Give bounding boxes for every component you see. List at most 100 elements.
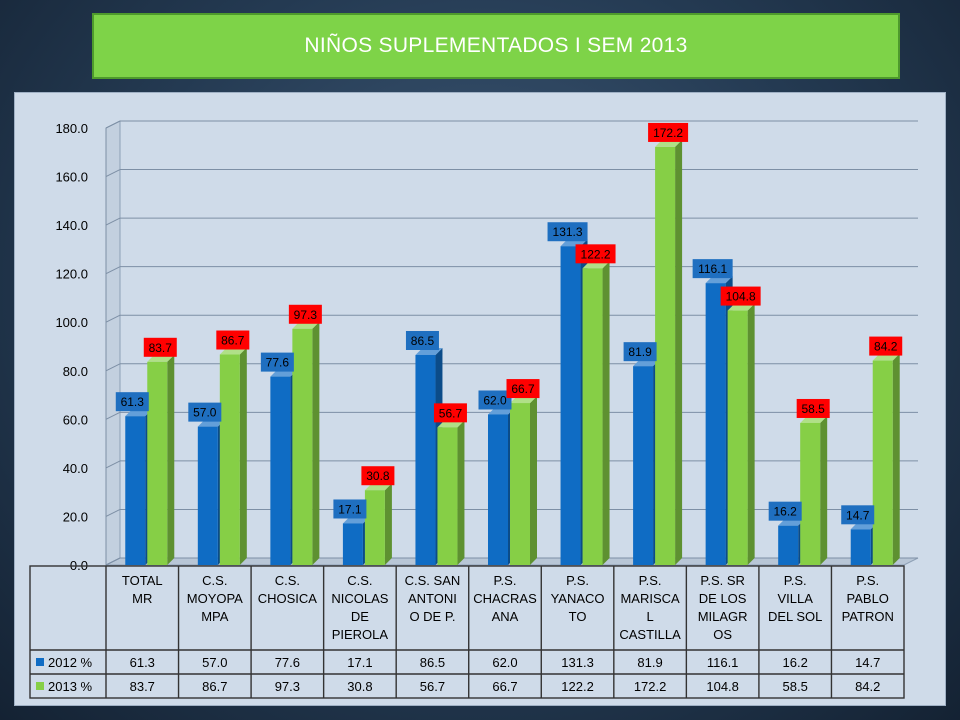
data-label-box-0 xyxy=(841,505,875,525)
data-label-1: 104.8 xyxy=(726,290,756,304)
bar-1 xyxy=(364,490,385,565)
data-label-box-0 xyxy=(623,342,657,362)
bar-side-1 xyxy=(312,321,320,565)
data-label-box-1 xyxy=(648,122,689,142)
chart-side-wall xyxy=(105,120,121,566)
bar-0 xyxy=(415,354,436,565)
bar-side-1 xyxy=(384,483,392,565)
bar-1 xyxy=(437,427,458,565)
gridline-slant xyxy=(105,120,121,129)
chart-title: NIÑOS SUPLEMENTADOS I SEM 2013 xyxy=(304,34,688,57)
bar-0 xyxy=(197,426,218,565)
x-category-label: DE LOS xyxy=(699,591,747,606)
data-label-box-1 xyxy=(433,403,467,423)
data-label-box-1 xyxy=(288,304,322,324)
y-tick-label: 80.0 xyxy=(63,364,88,379)
x-category-label: PATRON xyxy=(842,609,894,624)
gridline-slant xyxy=(105,169,121,178)
data-label-0: 16.2 xyxy=(774,505,798,519)
x-category-label: PIEROLA xyxy=(332,627,389,642)
data-label-1: 58.5 xyxy=(802,402,826,416)
data-label-box-1 xyxy=(869,336,903,356)
x-category-label: OS xyxy=(713,627,732,642)
x-category-label: C.S. xyxy=(275,573,300,588)
data-label-1: 30.8 xyxy=(366,469,390,483)
y-tick-label: 20.0 xyxy=(63,509,88,524)
bar-0 xyxy=(705,283,726,565)
data-label-0: 81.9 xyxy=(628,345,652,359)
data-label-box-1 xyxy=(361,466,395,486)
table-value-0: 61.3 xyxy=(130,655,155,670)
table-value-1: 122.2 xyxy=(561,679,594,694)
data-label-1: 66.7 xyxy=(511,382,535,396)
x-category-label: P.S. xyxy=(566,573,589,588)
y-tick-label: 180.0 xyxy=(55,121,88,136)
x-category-label: ANTONI xyxy=(408,591,457,606)
x-category-label: MPA xyxy=(201,609,229,624)
table-value-0: 77.6 xyxy=(275,655,300,670)
x-category-label: TOTAL xyxy=(122,573,163,588)
data-label-box-0 xyxy=(333,499,367,519)
x-category-label: MARISCA xyxy=(620,591,680,606)
bar-1 xyxy=(292,328,313,565)
bar-0 xyxy=(778,525,799,565)
x-category-label: CASTILLA xyxy=(619,627,681,642)
data-label-0: 131.3 xyxy=(553,225,583,239)
data-label-1: 56.7 xyxy=(439,406,463,420)
bar-0 xyxy=(342,523,363,565)
data-label-box-0 xyxy=(547,222,588,242)
bar-side-1 xyxy=(530,396,537,565)
bar-0 xyxy=(125,416,146,565)
data-label-box-1 xyxy=(720,286,761,306)
bar-side-1 xyxy=(457,420,465,565)
table-value-1: 172.2 xyxy=(634,679,667,694)
x-category-label: MR xyxy=(132,591,152,606)
bar-side-1 xyxy=(602,261,610,565)
data-label-0: 86.5 xyxy=(411,334,435,348)
data-label-1: 83.7 xyxy=(149,341,173,355)
data-label-0: 77.6 xyxy=(266,356,290,370)
data-label-box-0 xyxy=(692,259,733,279)
bar-1 xyxy=(219,354,240,565)
gridline-slant xyxy=(105,557,121,566)
table-value-0: 16.2 xyxy=(783,655,808,670)
y-tick-label: 60.0 xyxy=(63,412,88,427)
gridline-slant xyxy=(105,411,121,420)
x-category-label: CHACRAS xyxy=(473,591,537,606)
bar-0 xyxy=(488,414,508,565)
data-label-box-1 xyxy=(575,244,616,264)
table-value-0: 57.0 xyxy=(202,655,227,670)
table-value-1: 66.7 xyxy=(492,679,517,694)
data-label-1: 97.3 xyxy=(294,308,318,322)
data-label-box-0 xyxy=(115,392,149,412)
table-value-0: 81.9 xyxy=(637,655,662,670)
bar-0 xyxy=(850,529,871,565)
y-tick-label: 120.0 xyxy=(55,267,88,282)
legend-key-0 xyxy=(36,658,44,666)
bar-side-1 xyxy=(675,139,683,566)
bar-1 xyxy=(510,403,530,565)
table-value-0: 131.3 xyxy=(561,655,594,670)
data-label-box-0 xyxy=(188,402,222,422)
bar-1 xyxy=(800,422,821,565)
y-tick-label: 100.0 xyxy=(55,315,88,330)
data-label-1: 172.2 xyxy=(653,126,683,140)
bar-0 xyxy=(633,366,654,565)
bar-side-1 xyxy=(820,415,828,565)
data-label-1: 86.7 xyxy=(221,334,245,348)
data-label-box-1 xyxy=(506,379,540,399)
x-category-label: YANACO xyxy=(551,591,605,606)
x-category-label: O DE P. xyxy=(409,609,455,624)
bar-1 xyxy=(147,361,168,565)
bar-0 xyxy=(560,246,581,565)
data-label-0: 116.1 xyxy=(698,262,727,276)
y-tick-label: 40.0 xyxy=(63,461,88,476)
gridline-slant xyxy=(105,266,121,275)
bar-1 xyxy=(655,146,676,566)
x-category-label: VILLA xyxy=(777,591,813,606)
bar-side-1 xyxy=(747,303,755,565)
table-value-0: 14.7 xyxy=(855,655,880,670)
x-category-label: C.S. SAN xyxy=(405,573,461,588)
table-value-0: 62.0 xyxy=(492,655,517,670)
